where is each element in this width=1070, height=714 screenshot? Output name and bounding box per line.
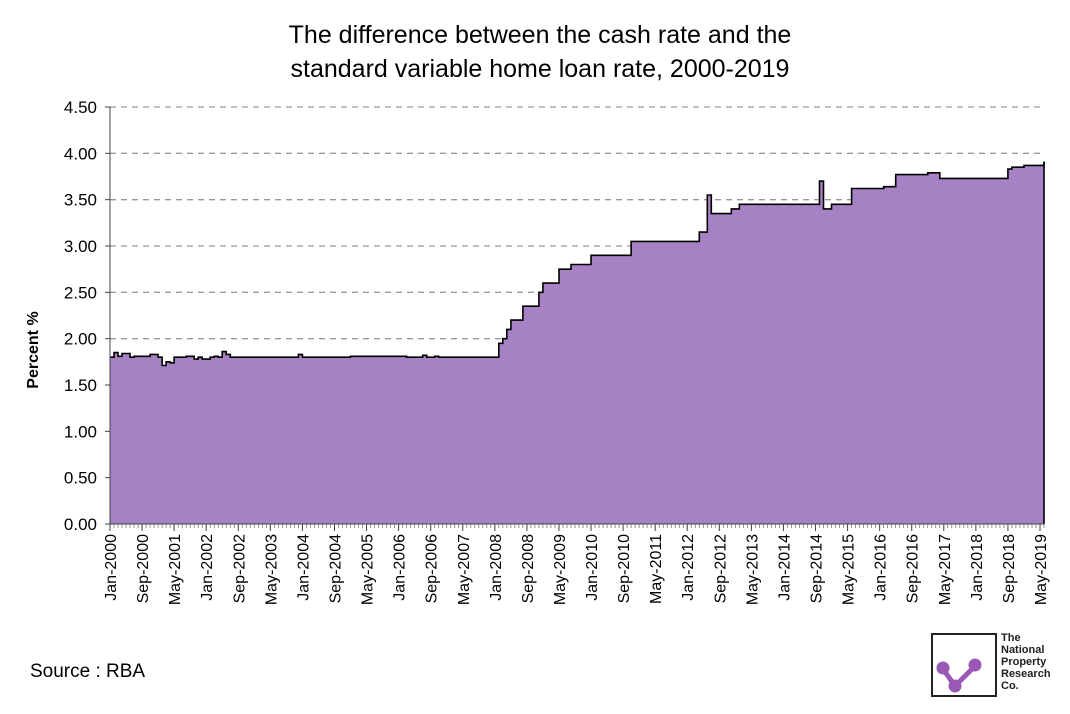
x-tick-label: Sep-2012: [712, 534, 729, 603]
x-tick-label: Jan-2018: [969, 534, 986, 601]
x-tick-label: Sep-2000: [135, 534, 152, 603]
x-tick-label: May-2007: [456, 534, 473, 605]
x-tick-label: May-2009: [552, 534, 569, 605]
chart-title-line-2: standard variable home loan rate, 2000-2…: [290, 55, 790, 83]
y-tick-label: 2.50: [64, 283, 97, 302]
x-tick-label: Jan-2002: [199, 534, 216, 601]
y-tick-label: 3.50: [64, 191, 97, 210]
x-tick-label: Sep-2014: [809, 534, 826, 603]
x-tick-label: Sep-2006: [424, 534, 441, 603]
x-tick-label: Jan-2008: [488, 534, 505, 601]
source-label: Source : RBA: [30, 661, 146, 682]
x-tick-label: May-2019: [1033, 534, 1050, 605]
y-tick-label: 0.00: [64, 515, 97, 534]
x-tick-label: Sep-2016: [905, 534, 922, 603]
x-tick-label: Sep-2010: [616, 534, 633, 603]
x-tick-label: May-2001: [167, 534, 184, 605]
x-tick-label: Jan-2000: [103, 534, 120, 601]
series-line: [110, 161, 1045, 367]
x-tick-label: May-2013: [744, 534, 761, 605]
y-tick-label: 3.00: [64, 237, 97, 256]
y-tick-label: 4.00: [64, 144, 97, 163]
y-tick-label: 1.00: [64, 422, 97, 441]
x-tick-label: Jan-2014: [776, 534, 793, 601]
x-tick-label: May-2011: [648, 534, 665, 604]
x-tick-label: May-2003: [263, 534, 280, 605]
y-axis-title: Percent %: [25, 311, 42, 388]
logo-text: The National Property Research Co.: [1001, 632, 1051, 692]
x-tick-label: May-2005: [360, 534, 377, 605]
chart-title: The difference between the cash rate and…: [0, 18, 1070, 86]
x-tick-label: Sep-2004: [327, 534, 344, 603]
x-tick-label: Jan-2004: [295, 534, 312, 601]
x-tick-label: Jan-2010: [584, 534, 601, 601]
x-tick-label: May-2017: [937, 534, 954, 605]
x-tick-label: Jan-2016: [873, 534, 890, 601]
y-tick-label: 4.50: [64, 98, 97, 117]
x-tick-label: Sep-2018: [1001, 534, 1018, 603]
x-tick-label: Jan-2006: [392, 534, 409, 601]
logo-icon: [931, 633, 997, 697]
area-fill: [110, 161, 1044, 524]
y-tick-label: 1.50: [64, 376, 97, 395]
x-tick-label: Sep-2008: [520, 534, 537, 603]
chart-title-line-1: The difference between the cash rate and…: [288, 21, 792, 49]
y-tick-label: 0.50: [64, 469, 97, 488]
x-tick-label: May-2015: [841, 534, 858, 605]
x-tick-label: Sep-2002: [231, 534, 248, 603]
y-tick-label: 2.00: [64, 330, 97, 349]
x-tick-label: Jan-2012: [680, 534, 697, 601]
